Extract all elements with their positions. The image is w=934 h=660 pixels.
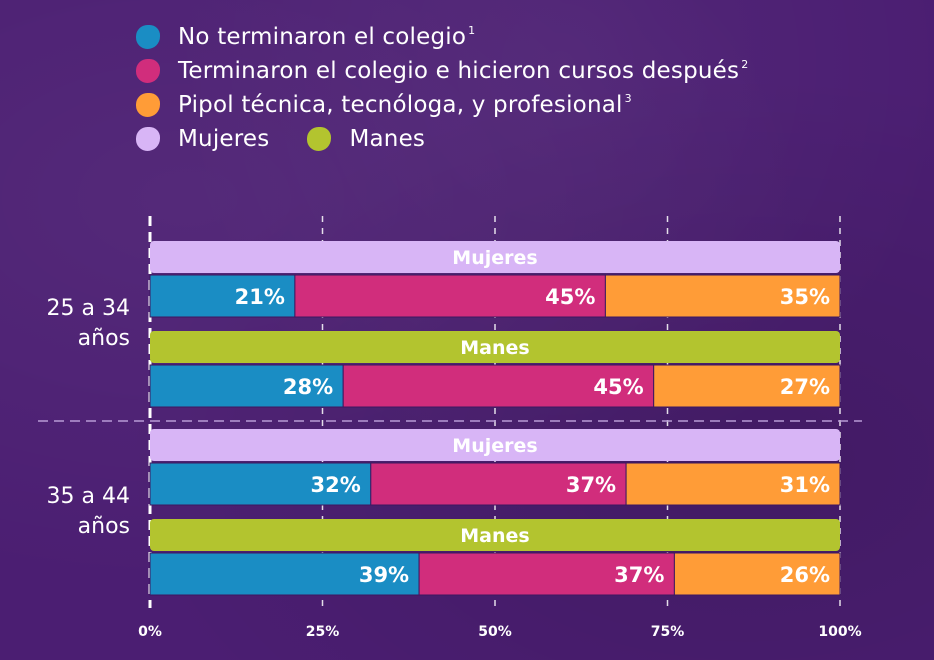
data-label: 28% bbox=[283, 375, 333, 399]
bar-segment bbox=[625, 462, 841, 506]
group-label: años bbox=[78, 326, 130, 351]
legend-swatch-mujeres bbox=[136, 127, 160, 151]
legend: No terminaron el colegio 1 Terminaron el … bbox=[136, 20, 748, 156]
bar-segment bbox=[604, 274, 841, 318]
data-label: 27% bbox=[780, 375, 830, 399]
bar-header-manes bbox=[150, 331, 840, 363]
legend-swatch-manes bbox=[307, 127, 332, 151]
bar-header-mujeres bbox=[150, 429, 840, 461]
bar-segment bbox=[342, 364, 655, 408]
data-label: 31% bbox=[780, 473, 830, 497]
x-tick-label: 0% bbox=[138, 624, 162, 640]
group-label: 25 a 34 bbox=[47, 296, 130, 321]
bar-segment bbox=[149, 552, 420, 596]
bar-header-label: Manes bbox=[460, 525, 529, 547]
x-tick-label: 100% bbox=[818, 624, 861, 640]
x-tick-label: 25% bbox=[306, 624, 340, 640]
bar-segment bbox=[370, 462, 627, 506]
legend-label: Mujeres bbox=[178, 126, 270, 152]
legend-item: Terminaron el colegio e hicieron cursos … bbox=[136, 54, 748, 88]
bar-header-manes bbox=[150, 519, 840, 551]
legend-label: Manes bbox=[349, 126, 426, 152]
data-label: 35% bbox=[780, 285, 830, 309]
data-label: 45% bbox=[593, 375, 643, 399]
bar-segment bbox=[418, 552, 675, 596]
legend-swatch-dropout bbox=[136, 25, 160, 49]
bar-segment bbox=[149, 462, 372, 506]
legend-label: Terminaron el colegio e hicieron cursos … bbox=[178, 58, 749, 84]
data-label: 39% bbox=[359, 563, 409, 587]
legend-swatch-courses bbox=[136, 59, 160, 83]
legend-row-gender: Mujeres Manes bbox=[136, 122, 748, 156]
legend-swatch-professional bbox=[136, 93, 160, 117]
legend-item: Pipol técnica, tecnóloga, y profesional 3 bbox=[136, 88, 748, 122]
legend-item: Manes bbox=[307, 126, 425, 152]
bar-header-label: Manes bbox=[460, 337, 529, 359]
bar-segment bbox=[149, 274, 296, 318]
bar-segment bbox=[653, 364, 841, 408]
data-label: 21% bbox=[235, 285, 285, 309]
x-tick-label: 75% bbox=[651, 624, 685, 640]
x-tick-label: 50% bbox=[478, 624, 512, 640]
legend-item: Mujeres bbox=[136, 126, 269, 152]
bar-header-mujeres bbox=[150, 241, 840, 273]
legend-label: Pipol técnica, tecnóloga, y profesional 3 bbox=[178, 92, 632, 118]
data-label: 26% bbox=[780, 563, 830, 587]
bar-header-label: Mujeres bbox=[452, 247, 537, 269]
legend-item: No terminaron el colegio 1 bbox=[136, 20, 748, 54]
bar-header-label: Mujeres bbox=[452, 435, 537, 457]
data-label: 32% bbox=[311, 473, 361, 497]
group-label: 35 a 44 bbox=[47, 484, 130, 509]
bar-segment bbox=[673, 552, 841, 596]
data-label: 37% bbox=[566, 473, 616, 497]
data-label: 45% bbox=[545, 285, 595, 309]
group-label: años bbox=[78, 514, 130, 539]
data-label: 37% bbox=[614, 563, 664, 587]
legend-label: No terminaron el colegio 1 bbox=[178, 24, 476, 50]
